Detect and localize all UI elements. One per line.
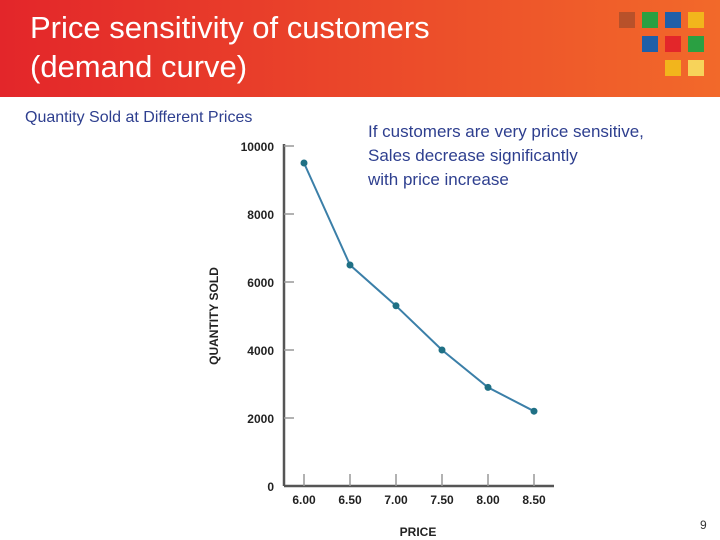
slide-title: Price sensitivity of customers (demand c… — [30, 8, 570, 86]
x-tick-label: 7.00 — [384, 493, 408, 507]
title-line-2: (demand curve) — [30, 49, 248, 84]
logo-square — [642, 12, 658, 28]
x-axis-label: PRICE — [400, 525, 437, 539]
logo-square — [665, 60, 681, 76]
data-point — [346, 261, 354, 269]
x-tick-label: 7.50 — [430, 493, 454, 507]
chart-subtitle: Quantity Sold at Different Prices — [25, 109, 253, 126]
x-tick-label: 6.00 — [292, 493, 316, 507]
page-number: 9 — [700, 518, 707, 532]
explanation-text: If customers are very price sensitive, S… — [368, 120, 708, 192]
y-tick-label: 4000 — [247, 344, 274, 358]
y-tick-label: 8000 — [247, 208, 274, 222]
y-tick-label: 2000 — [247, 412, 274, 426]
y-tick-label: 6000 — [247, 276, 274, 290]
logo-square — [688, 36, 704, 52]
logo-square — [665, 36, 681, 52]
y-tick-label: 0 — [267, 480, 274, 494]
logo-square — [619, 12, 635, 28]
demand-line — [303, 162, 535, 413]
logo-squares — [619, 12, 709, 82]
logo-square — [688, 12, 704, 28]
title-line-1: Price sensitivity of customers — [30, 10, 430, 45]
data-point — [438, 346, 446, 354]
demand-curve-chart: 0 2000 4000 6000 8000 10000 6.00 6.50 7.00 7.50 8.… — [207, 140, 554, 539]
note-line-1: If customers are very price sensitive, — [368, 122, 644, 141]
x-tick-label: 8.50 — [522, 493, 546, 507]
y-axis-label: QUANTITY SOLD — [207, 267, 221, 365]
logo-square — [688, 60, 704, 76]
y-tick-label: 10000 — [241, 140, 275, 154]
logo-square — [665, 12, 681, 28]
data-point — [530, 407, 538, 415]
note-line-2: Sales decrease significantly — [368, 146, 578, 165]
data-point — [484, 383, 492, 391]
x-tick-label: 8.00 — [476, 493, 500, 507]
data-point — [300, 159, 308, 167]
title-bar: Price sensitivity of customers (demand c… — [0, 0, 720, 97]
note-line-3: with price increase — [368, 170, 509, 189]
data-point — [392, 302, 400, 310]
x-tick-label: 6.50 — [338, 493, 362, 507]
logo-square — [642, 36, 658, 52]
